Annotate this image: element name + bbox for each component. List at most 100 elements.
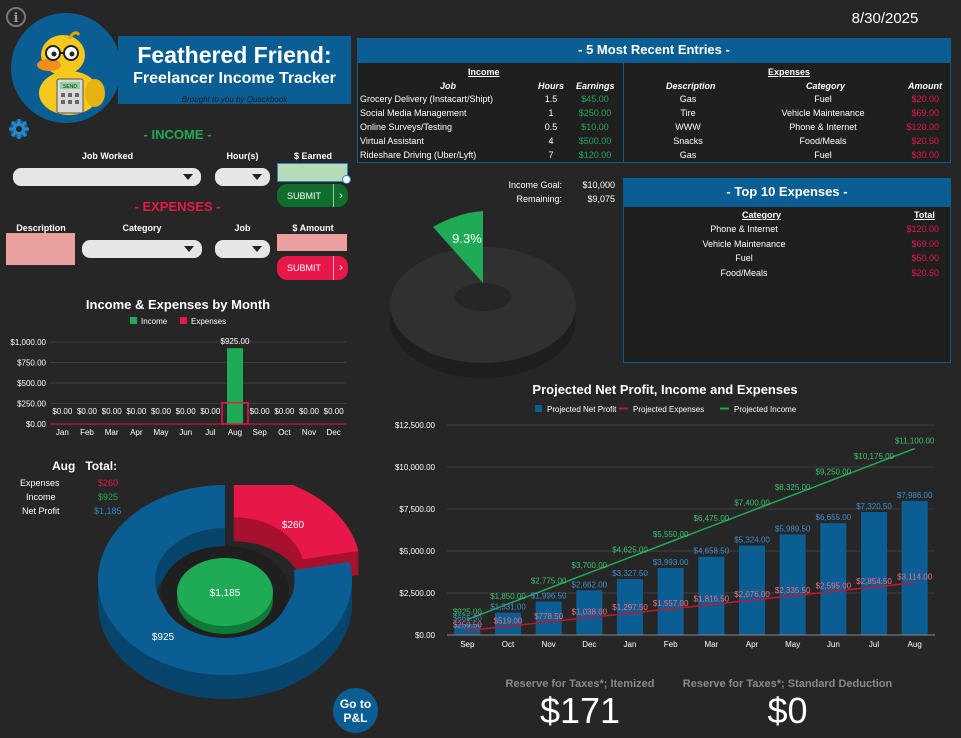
job-worked-label: Job Worked	[81, 151, 134, 161]
income-row-job: Social Media Management	[360, 108, 467, 118]
goal-panel: Income Goal: $10,000 Remaining: $9,075	[480, 180, 615, 204]
bar-data-label: $925.00	[221, 337, 250, 346]
earned-input[interactable]	[277, 163, 348, 182]
net-profit-data-label: $7,986.00	[897, 491, 933, 500]
top10-title: - Top 10 Expenses -	[623, 178, 951, 206]
bar-data-label: $0.00	[176, 407, 197, 416]
projected-income-line	[467, 447, 915, 621]
x-tick-label: Feb	[80, 428, 94, 437]
legend-income-label: Income	[141, 317, 168, 326]
expenses-data-label: $778.50	[534, 612, 563, 621]
income-section-title: - INCOME -	[143, 127, 212, 142]
expense-row-description: Gas	[679, 150, 697, 160]
hours-label: Hour(s)	[226, 151, 259, 161]
expense-submit-button[interactable]: SUBMIT ›	[277, 256, 348, 280]
expense-row-description: Snacks	[673, 136, 703, 146]
summary-income-value: $925	[98, 492, 119, 502]
chevron-right-icon: ›	[333, 184, 348, 207]
legend-expenses-swatch	[180, 317, 187, 324]
expense-row-category: Fuel	[814, 94, 832, 104]
expenses-data-label: $519.00	[494, 616, 523, 625]
col-hours: Hours	[538, 81, 565, 91]
summary-total-label: Total:	[85, 459, 118, 473]
amount-input[interactable]	[277, 234, 347, 251]
net-profit-bar	[779, 534, 806, 635]
goal-label: Income Goal:	[508, 180, 562, 190]
income-data-label: $5,550.00	[653, 530, 689, 539]
app-title: Feathered Friend:	[137, 42, 332, 68]
projection-chart: Projected Net Profit Projected Expenses Pr…	[395, 405, 935, 649]
income-row-job: Virtual Assistant	[360, 136, 424, 146]
x-tick-label: Feb	[664, 640, 678, 649]
net-profit-bar	[698, 556, 725, 635]
net-profit-data-label: $1,996.50	[531, 591, 567, 600]
legend-income-swatch	[130, 317, 137, 324]
y-tick-label: $5,000.00	[399, 547, 435, 556]
app-subtitle: Freelancer Income Tracker	[133, 70, 336, 87]
col-category: Category	[806, 81, 846, 91]
x-tick-label: Nov	[302, 428, 316, 437]
income-data-label: $7,400.00	[734, 499, 770, 508]
expense-row-description: Tire	[680, 108, 696, 118]
net-profit-data-label: $1,331.00	[490, 603, 526, 612]
net-profit-bar	[739, 545, 765, 635]
y-tick-label: $1,000.00	[10, 338, 46, 347]
income-data-label: $8,325.00	[775, 483, 811, 492]
expense-row-description: Gas	[679, 94, 697, 104]
net-profit-bar	[861, 512, 887, 635]
bar-data-label: $0.00	[126, 407, 147, 416]
income-data-label: $3,700.00	[572, 561, 608, 570]
income-row-job: Rideshare Driving (Uber/Lyft)	[360, 150, 477, 160]
legend-expenses-label: Expenses	[191, 317, 226, 326]
net-profit-data-label: $665.50	[453, 614, 482, 623]
tax-itemized-label: Reserve for Taxes*; Itemized	[505, 678, 655, 690]
expenses-data-label: $1,038.00	[572, 608, 608, 617]
legend-net-swatch	[535, 405, 542, 412]
bar-data-label: $0.00	[77, 407, 98, 416]
recent-entries-table: Income Expenses Job Hours Earnings Descr…	[357, 62, 951, 163]
expense-row-amount: $69.00	[911, 108, 939, 118]
summary-net-label: Net Profit	[22, 506, 60, 516]
income-subtitle: Income	[468, 67, 500, 77]
income-row-hours: 7	[548, 150, 554, 160]
goto-pl-button[interactable]: Go to P&L	[333, 688, 378, 733]
expense-row-amount: $120.00	[906, 122, 939, 132]
goal-value: $10,000	[582, 180, 615, 190]
income-row-earnings: $500.00	[578, 136, 612, 146]
job-label: Job	[234, 223, 251, 233]
remaining-value: $9,075	[587, 194, 615, 204]
job-worked-select[interactable]	[13, 168, 201, 186]
net-profit-data-label: $6,655.00	[816, 513, 852, 522]
top10-row-category: Phone & Internet	[710, 224, 778, 234]
income-row-earnings: $45.00	[581, 94, 609, 104]
y-tick-label: $10,000.00	[395, 463, 436, 472]
income-row-hours: 1.5	[544, 94, 558, 104]
net-profit-data-label: $3,993.00	[653, 558, 689, 567]
description-input[interactable]	[6, 233, 75, 265]
expense-row-amount: $20.50	[911, 136, 939, 146]
category-select[interactable]	[82, 240, 202, 258]
expense-row-category: Fuel	[814, 150, 832, 160]
top10-col-total: Total	[914, 210, 935, 220]
logo-text: SEND	[63, 84, 77, 90]
gear-icon[interactable]	[7, 117, 31, 141]
hours-select[interactable]	[215, 168, 270, 186]
resize-handle[interactable]	[342, 175, 351, 184]
job-select[interactable]	[215, 240, 270, 258]
x-tick-label: May	[153, 428, 168, 437]
net-profit-data-label: $5,324.00	[734, 536, 770, 545]
net-profit-data-label: $7,320.50	[856, 502, 892, 511]
expense-slice	[233, 485, 359, 560]
info-icon[interactable]: i	[6, 7, 26, 27]
bar-data-label: $0.00	[52, 407, 73, 416]
expense-row-amount: $20.00	[911, 94, 939, 104]
y-tick-label: $750.00	[17, 359, 46, 368]
expense-row-category: Food/Meals	[799, 136, 847, 146]
expenses-data-label: $1,557.00	[653, 599, 689, 608]
income-submit-button[interactable]: SUBMIT ›	[277, 184, 348, 207]
x-tick-label: Jul	[869, 640, 879, 649]
top10-col-category: Category	[742, 210, 782, 220]
y-tick-label: $500.00	[17, 379, 46, 388]
income-row-hours: 0.5	[544, 122, 558, 132]
x-tick-label: Mar	[704, 640, 718, 649]
